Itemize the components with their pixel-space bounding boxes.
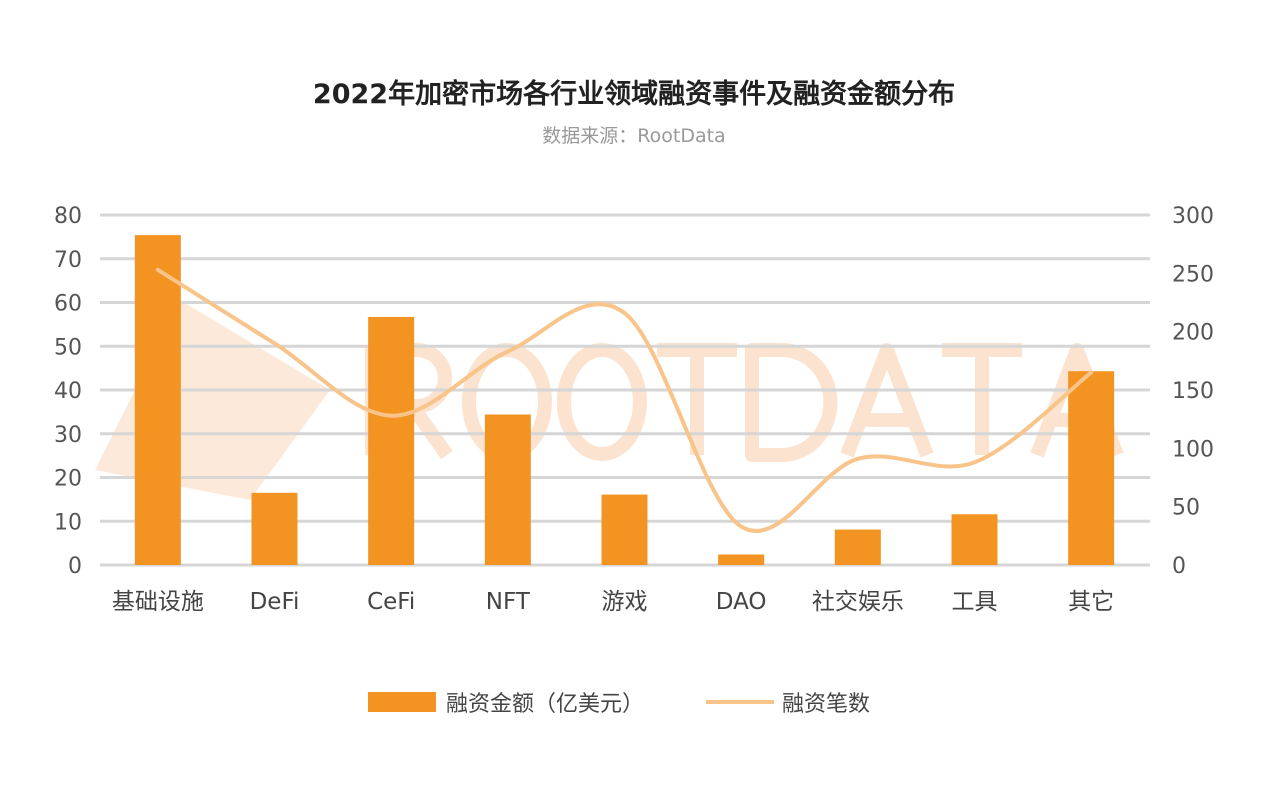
bar <box>951 514 998 565</box>
y-right-tick: 200 <box>1172 321 1214 346</box>
y-left-tick: 80 <box>54 204 82 229</box>
legend-bar-swatch <box>368 692 436 712</box>
bar <box>484 414 531 565</box>
y-left-tick: 70 <box>54 248 82 273</box>
line-series <box>155 267 1094 533</box>
watermark-letter <box>657 343 737 455</box>
y-right-tick: 100 <box>1172 437 1214 462</box>
y-right-tick: 0 <box>1172 554 1186 579</box>
y-left-tick: 50 <box>54 335 82 360</box>
y-right-tick: 150 <box>1172 379 1214 404</box>
x-tick-label: 工具 <box>952 589 998 615</box>
bar <box>601 494 648 565</box>
y-right-tick: 50 <box>1172 496 1200 521</box>
legend-line-label: 融资笔数 <box>782 692 870 717</box>
bar <box>251 492 298 565</box>
y-left-tick: 60 <box>54 292 82 317</box>
legend-bar-label: 融资金额（亿美元） <box>446 692 644 717</box>
watermark-letter <box>745 343 838 462</box>
y-left-tick: 40 <box>54 379 82 404</box>
watermark-letter <box>942 343 1022 455</box>
chart-title: 2022年加密市场各行业领域融资事件及融资金额分布 <box>312 79 956 110</box>
x-tick-label: DeFi <box>250 589 300 615</box>
x-tick-label: 其它 <box>1068 589 1114 615</box>
watermark-logo-icon <box>95 300 330 500</box>
x-tick-label: DAO <box>716 589 767 615</box>
x-tick-label: 游戏 <box>602 589 648 615</box>
x-tick-label: NFT <box>486 589 531 615</box>
bar <box>834 529 881 565</box>
y-right-tick: 250 <box>1172 262 1214 287</box>
watermark <box>95 300 1124 500</box>
y-left-tick: 30 <box>54 423 82 448</box>
y-left-tick: 20 <box>54 467 82 492</box>
bar <box>1068 371 1115 565</box>
x-tick-label: CeFi <box>367 589 415 615</box>
y-right-tick: 300 <box>1172 204 1214 229</box>
x-tick-label: 社交娱乐 <box>812 589 904 615</box>
y-left-tick: 0 <box>68 554 82 579</box>
chart-subtitle: 数据来源：RootData <box>542 125 726 147</box>
bar <box>368 316 415 565</box>
bar <box>718 554 765 565</box>
watermark-letter <box>840 343 934 458</box>
watermark-letter <box>556 343 647 461</box>
y-left-tick: 10 <box>54 510 82 535</box>
x-tick-label: 基础设施 <box>112 589 204 615</box>
bar <box>134 235 181 565</box>
